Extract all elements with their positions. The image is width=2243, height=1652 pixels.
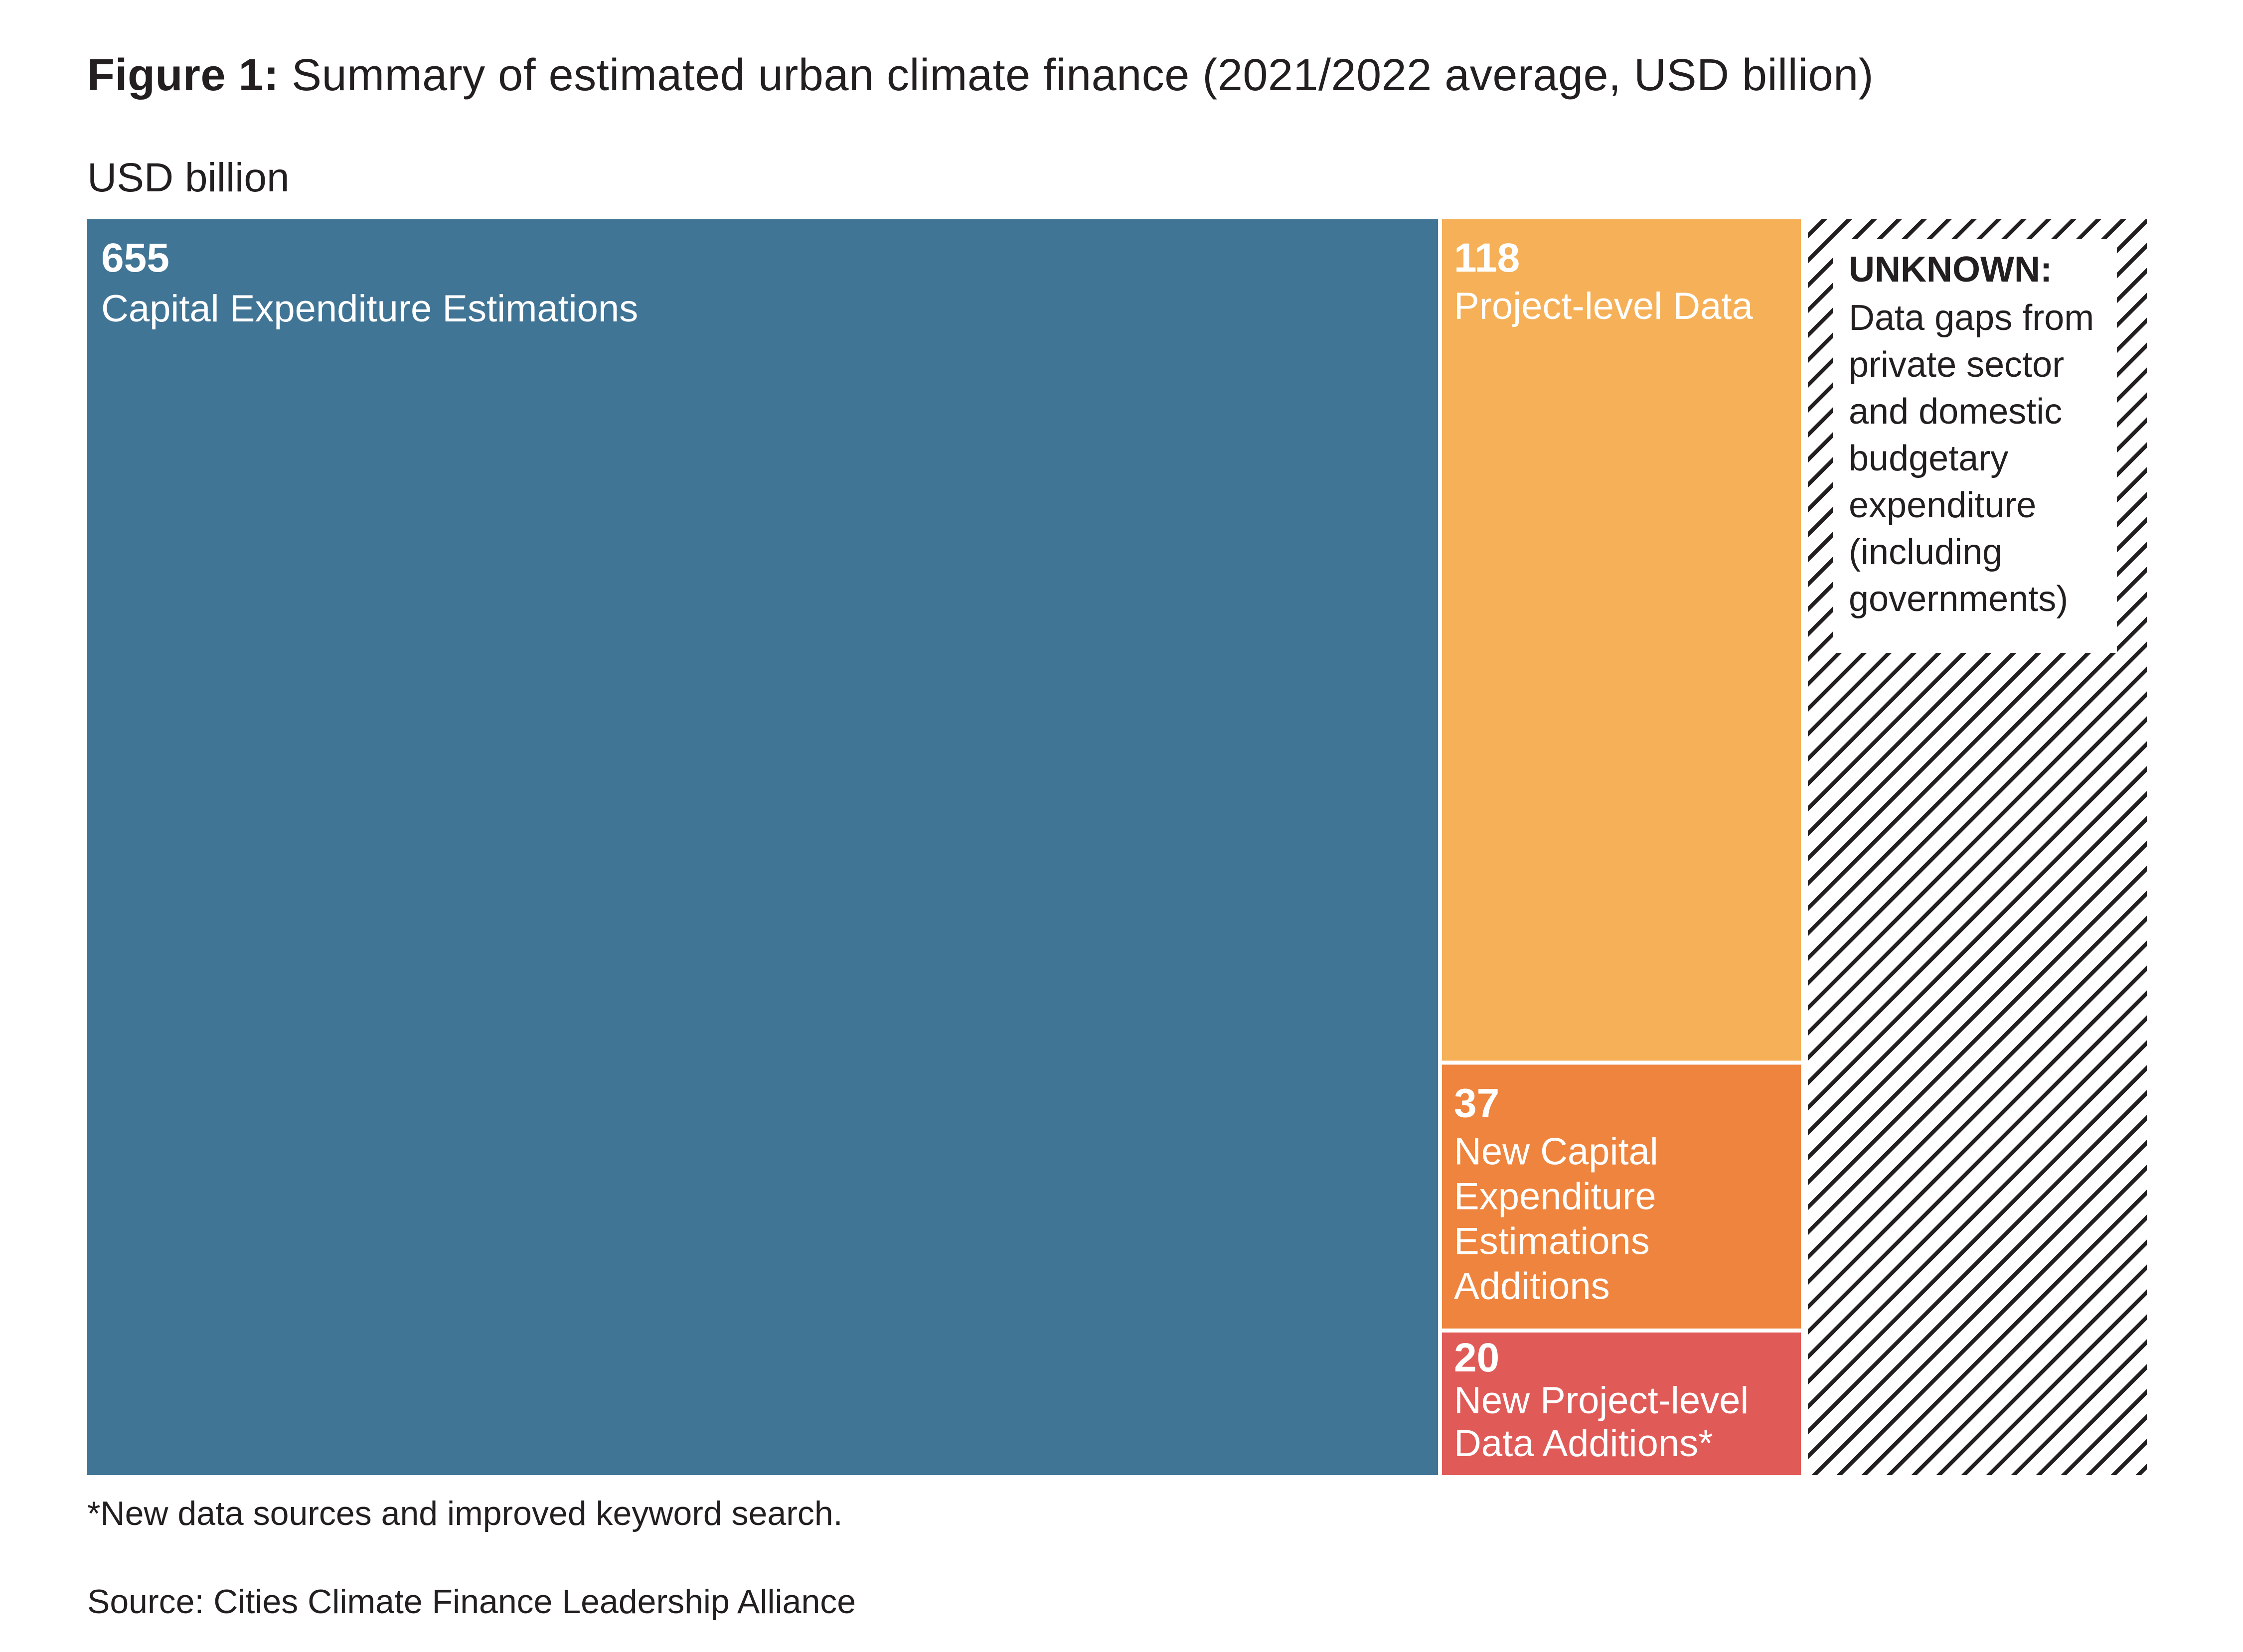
figure-title-text: Summary of estimated urban climate finan… — [279, 50, 1874, 100]
cell-value-label: 118 — [1454, 235, 1520, 281]
cell-name-label: Estimations — [1454, 1220, 1650, 1262]
cell-name-label: New Capital — [1454, 1130, 1658, 1173]
unit-label: USD billion — [87, 155, 290, 200]
treemap-cell-new-project-additions — [1442, 1332, 1801, 1475]
unknown-heading: UNKNOWN: — [1849, 250, 2052, 290]
unknown-description-line: private sector — [1849, 345, 2064, 385]
cell-name-label: New Project-level — [1454, 1379, 1749, 1422]
footnote: *New data sources and improved keyword s… — [87, 1495, 843, 1532]
source-note: Source: Cities Climate Finance Leadershi… — [87, 1583, 856, 1621]
cell-name-label: Data Additions* — [1454, 1422, 1713, 1465]
cell-name-label: Project-level Data — [1454, 285, 1754, 327]
unknown-description-line: governments) — [1849, 579, 2068, 619]
unknown-description-line: budgetary — [1849, 439, 2008, 478]
cell-name-label: Additions — [1454, 1265, 1610, 1307]
unknown-label-backdrop — [1833, 239, 2117, 653]
cell-value-label: 655 — [101, 235, 169, 281]
cell-value-label: 20 — [1454, 1335, 1499, 1380]
unknown-description-line: Data gaps from — [1849, 298, 2094, 338]
treemap-cell-capital-expenditure — [87, 219, 1438, 1475]
unknown-description-line: expenditure — [1849, 485, 2036, 525]
treemap-cell-new-capex-additions — [1442, 1064, 1801, 1329]
cell-name-label: Capital Expenditure Estimations — [101, 288, 638, 330]
cell-value-label: 37 — [1454, 1080, 1499, 1126]
figure-title-lead: Figure 1: — [87, 50, 279, 100]
cell-name-label: Expenditure — [1454, 1175, 1656, 1217]
treemap-cell-project-level-data — [1442, 219, 1801, 1061]
unknown-description-line: (including — [1849, 532, 2002, 572]
figure-title: Figure 1: Summary of estimated urban cli… — [87, 50, 1874, 101]
unknown-description-line: and domestic — [1849, 392, 2062, 432]
